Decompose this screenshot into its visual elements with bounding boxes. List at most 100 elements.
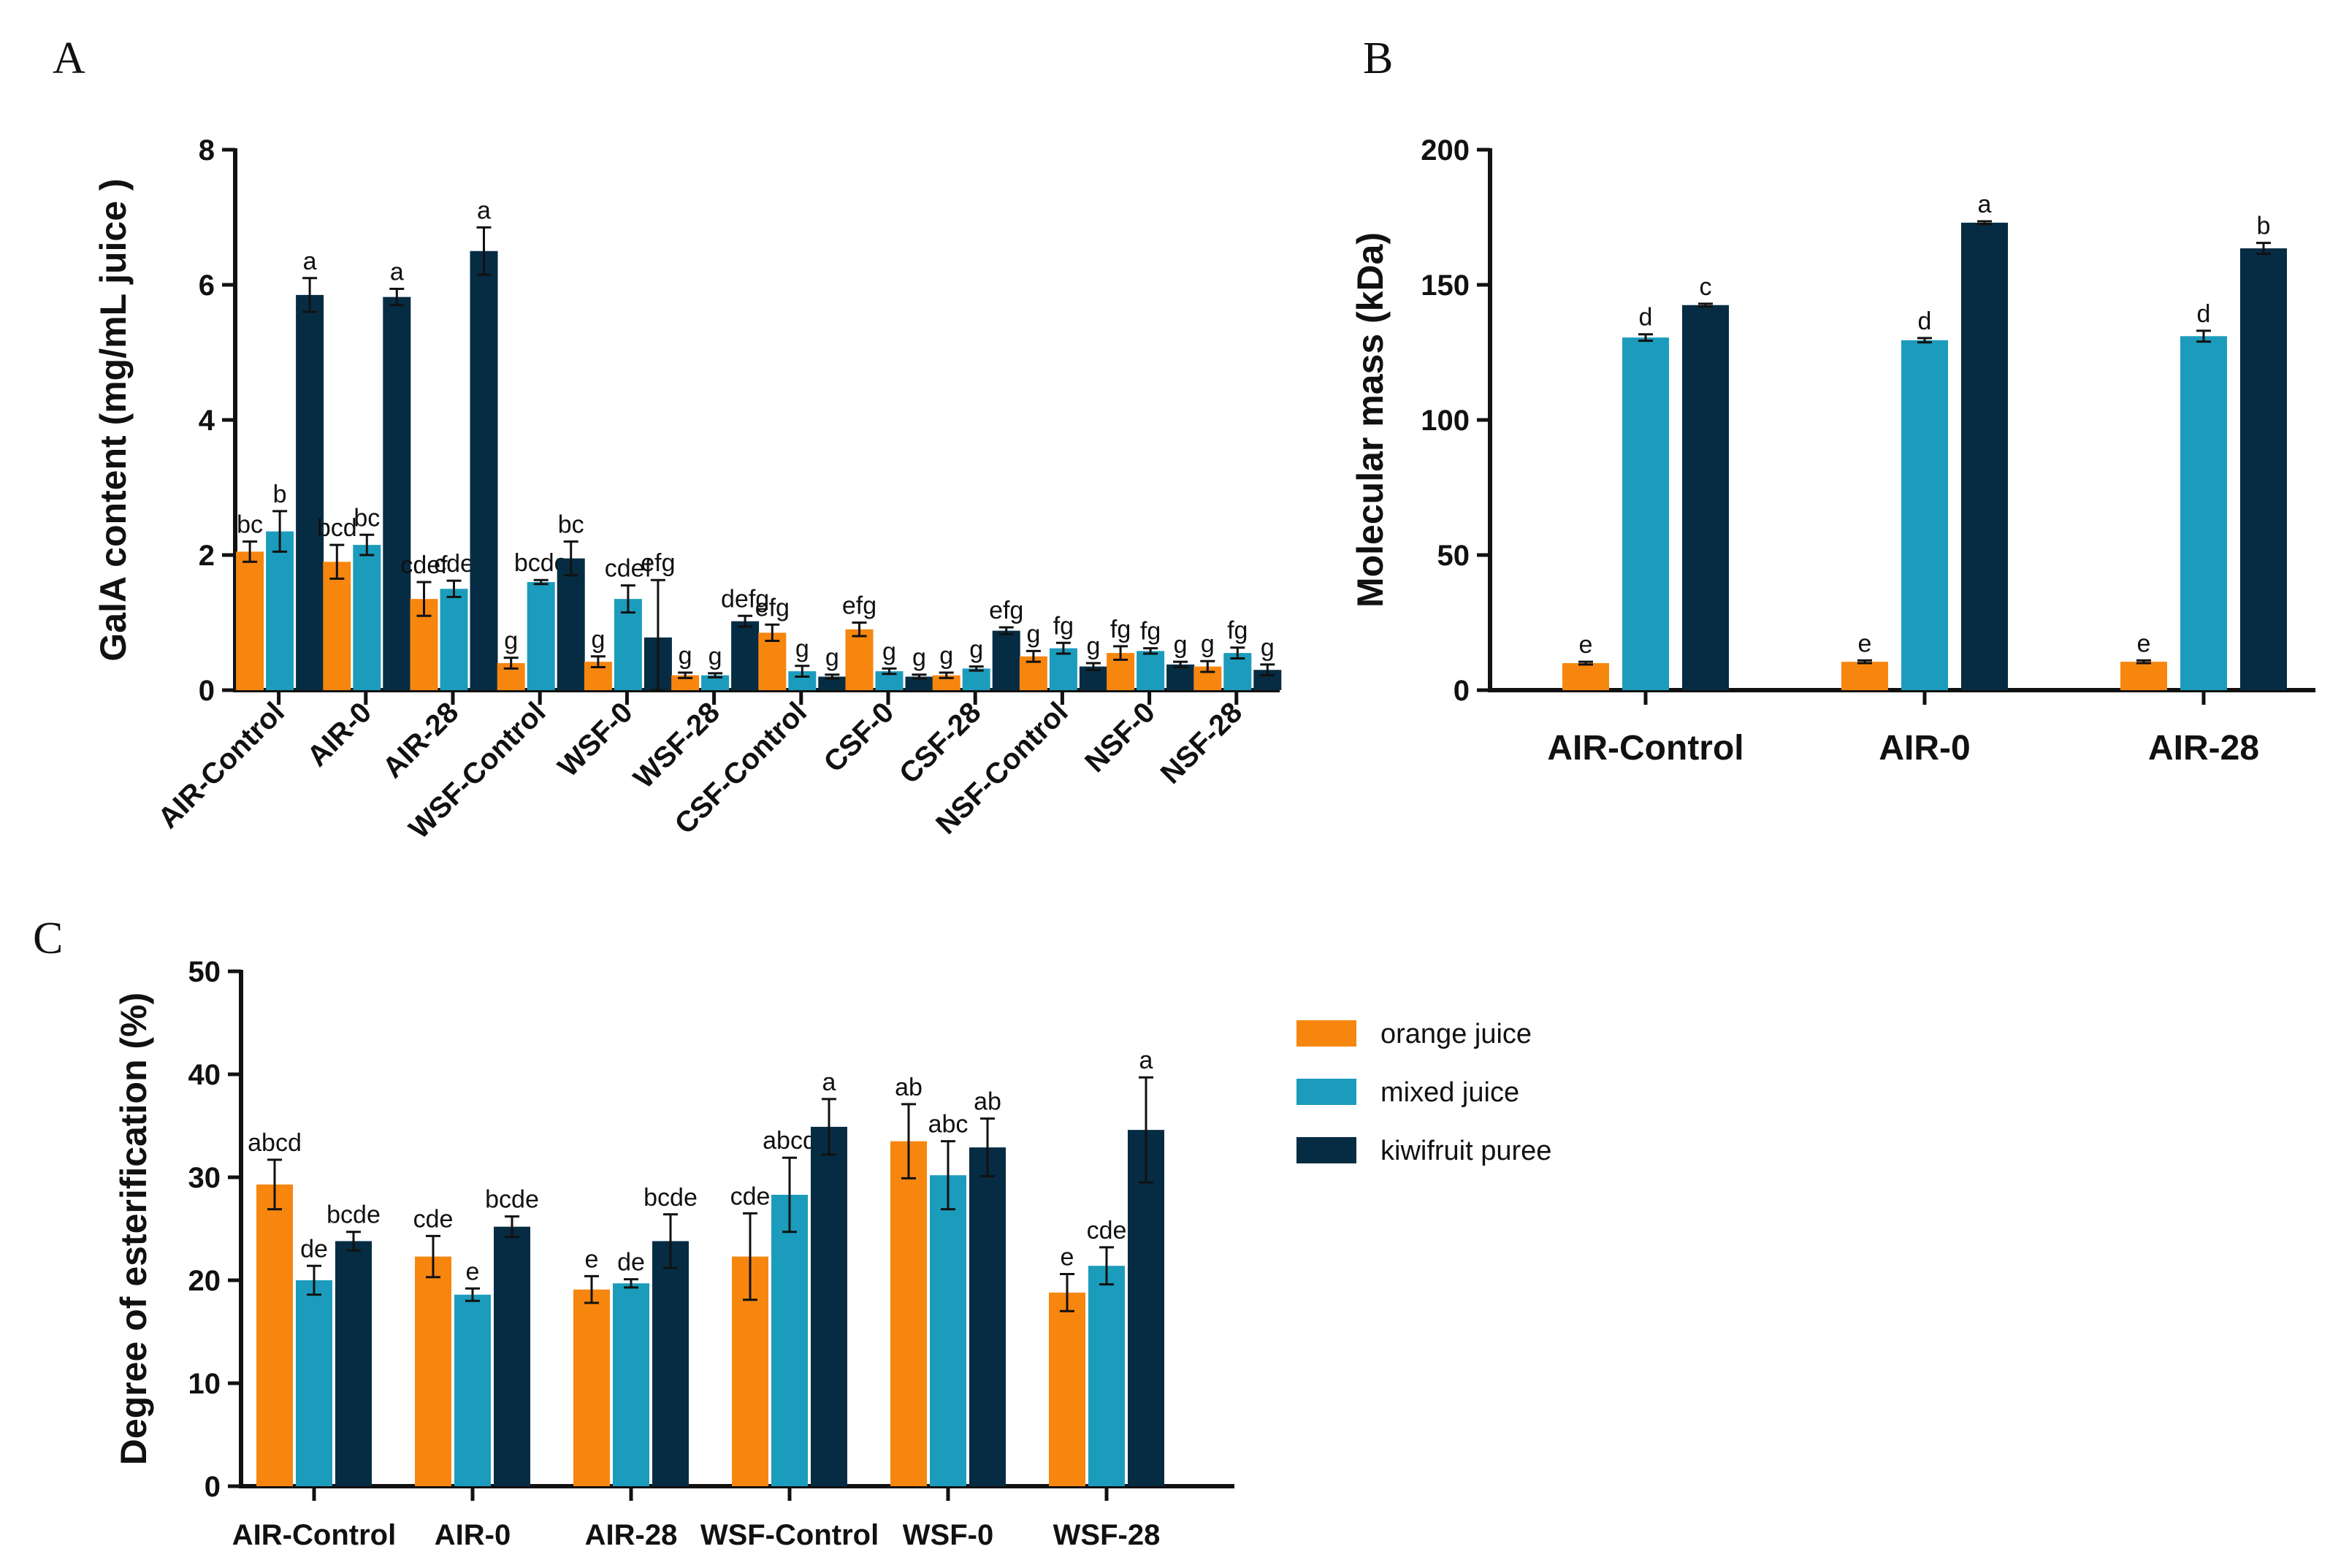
significance-label: g	[708, 643, 722, 670]
significance-label: fg	[1110, 616, 1131, 643]
significance-label: b	[2257, 213, 2271, 240]
significance-label: d	[2197, 300, 2211, 328]
significance-label: e	[2137, 630, 2151, 657]
bar-mixed	[440, 589, 468, 690]
y-tick-label: 2	[199, 540, 215, 572]
significance-label: e	[1858, 630, 1872, 657]
significance-label: cdef	[400, 551, 448, 579]
panel-b-chart: B Molecular mass (kDa) 0 50 100 150 200 e d c AIR-…	[1350, 34, 2315, 768]
significance-label: c	[1700, 273, 1712, 301]
significance-label: d	[1639, 304, 1653, 332]
y-tick-label: 0	[199, 675, 215, 707]
significance-label: fg	[1140, 618, 1161, 646]
bar-mixed	[614, 599, 642, 690]
significance-label: efg	[989, 597, 1023, 624]
bar-mixed	[701, 675, 730, 690]
bar-kiwi	[470, 251, 498, 690]
bar-kiwi	[818, 676, 847, 690]
significance-label: ab	[974, 1088, 1001, 1116]
significance-label: fg	[1053, 612, 1074, 640]
panel-letter: B	[1363, 34, 1393, 83]
legend-label: mixed juice	[1380, 1077, 1519, 1108]
significance-label: a	[1978, 191, 1992, 218]
bar-mixed	[1137, 651, 1165, 690]
significance-label: a	[477, 196, 491, 224]
bar-kiwi	[1166, 664, 1195, 690]
significance-label: cde	[1087, 1217, 1127, 1244]
bar-kiwi	[731, 621, 760, 690]
significance-label: bcde	[326, 1201, 381, 1229]
x-category-label: NSF-28	[1155, 696, 1249, 790]
significance-label: de	[300, 1235, 328, 1263]
bar-kiwi	[2240, 248, 2287, 690]
bar-mixed	[1901, 340, 1948, 690]
y-tick-label: 150	[1421, 269, 1470, 302]
bar-mixed	[613, 1283, 649, 1486]
bar-mixed	[771, 1194, 808, 1486]
y-tick-label: 8	[199, 134, 215, 167]
significance-label: ab	[895, 1074, 923, 1101]
significance-label: bc	[237, 511, 263, 539]
significance-label: g	[1026, 620, 1040, 648]
significance-label: cdef	[605, 555, 652, 583]
bar-orange	[845, 629, 874, 690]
significance-label: b	[273, 481, 287, 508]
significance-label: cde	[730, 1182, 771, 1210]
bar-mixed	[1622, 337, 1669, 690]
significance-label: e	[585, 1245, 599, 1273]
panel-letter: A	[53, 34, 85, 83]
bar-orange	[323, 562, 351, 690]
x-category-label: AIR-28	[377, 696, 465, 784]
bar-mixed	[353, 545, 381, 690]
bar-kiwi	[335, 1241, 372, 1486]
significance-label: a	[822, 1068, 836, 1096]
significance-label: e	[1579, 631, 1593, 659]
y-tick-label: 50	[1437, 540, 1470, 572]
significance-label: a	[303, 248, 317, 275]
y-tick-label: 50	[188, 956, 221, 988]
significance-label: a	[1139, 1047, 1153, 1074]
bar-kiwi	[296, 294, 324, 690]
significance-label: efg	[755, 594, 790, 622]
legend: orange juice mixed juice kiwifruit puree	[1296, 1019, 1551, 1166]
bar-orange	[236, 551, 264, 690]
y-tick-label: 100	[1421, 405, 1470, 437]
bar-mixed	[296, 1280, 332, 1486]
significance-label: e	[1061, 1244, 1074, 1271]
y-tick-label: 200	[1421, 134, 1470, 167]
x-category-label: AIR-0	[301, 696, 378, 773]
legend-swatch-kiwi	[1296, 1137, 1356, 1163]
panel-letter: C	[33, 914, 63, 963]
x-category-label: CSF-0	[818, 696, 901, 779]
bar-orange	[415, 1256, 451, 1486]
significance-label: defg	[721, 585, 769, 613]
y-tick-label: 10	[188, 1368, 221, 1400]
bar-orange	[1841, 662, 1888, 690]
significance-label: g	[825, 644, 839, 672]
bar-kiwi	[557, 558, 585, 690]
legend-label: kiwifruit puree	[1380, 1136, 1551, 1166]
significance-label: efg	[641, 549, 675, 577]
bar-orange	[1562, 663, 1609, 690]
x-category-label: WSF-0	[903, 1519, 993, 1551]
y-tick-label: 6	[199, 269, 215, 302]
bar-mixed	[266, 531, 294, 690]
bar-orange	[890, 1141, 927, 1486]
bar-orange	[2120, 662, 2167, 690]
significance-label: g	[1201, 630, 1215, 658]
panel-c-chart: C Degree of esterification (%) 0 10 20 30 40 50…	[33, 914, 1234, 1551]
bar-kiwi	[494, 1226, 530, 1486]
bar-kiwi	[905, 676, 933, 690]
y-tick-label: 0	[205, 1471, 221, 1503]
bar-orange	[1049, 1292, 1085, 1486]
significance-label: fg	[1227, 617, 1248, 645]
x-category-label: AIR-Control	[1547, 729, 1743, 768]
bar-orange	[573, 1289, 610, 1486]
legend-label: orange juice	[1380, 1019, 1532, 1049]
bar-kiwi	[992, 630, 1020, 690]
bar-kiwi	[969, 1147, 1006, 1486]
significance-label: bcd	[317, 514, 357, 542]
significance-label: g	[795, 635, 809, 663]
